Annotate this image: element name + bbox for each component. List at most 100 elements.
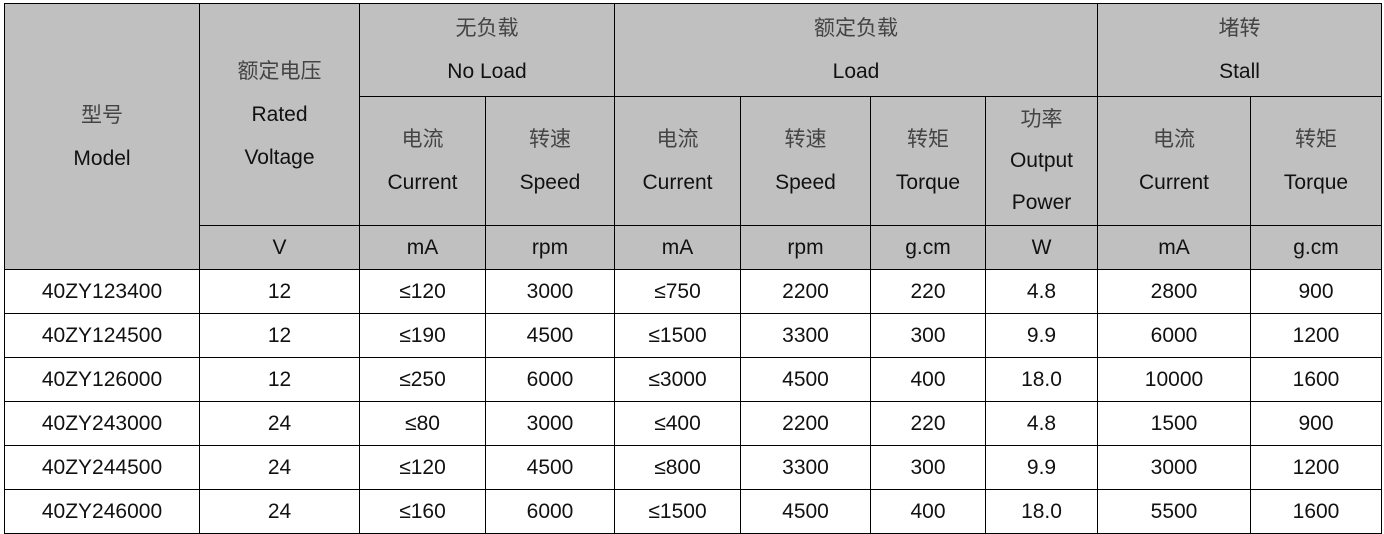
table-cell: 1200 xyxy=(1250,313,1382,358)
subheader-0: 电流 Current xyxy=(359,96,486,226)
table-cell: 4.8 xyxy=(985,269,1098,314)
label-en: Model xyxy=(73,146,131,170)
table-cell: ≤800 xyxy=(614,445,741,490)
label-zh: 堵转 xyxy=(1218,16,1261,40)
subheader-3: 转速 Speed xyxy=(740,96,871,226)
table-cell: ≤1500 xyxy=(614,489,741,534)
table-cell: 9.9 xyxy=(985,445,1098,490)
table-cell: ≤120 xyxy=(359,445,486,490)
table-cell: 6000 xyxy=(485,489,615,534)
label-zh: 电流 xyxy=(656,127,699,151)
label-en: Rated xyxy=(251,103,308,126)
table-cell: ≤750 xyxy=(614,269,741,314)
table-row: 40ZY246000 24 ≤160 6000 ≤1500 4500 400 18.0 5500… xyxy=(4,489,1382,534)
label-en: Load xyxy=(832,60,880,83)
table-cell: 4.8 xyxy=(985,401,1098,446)
label-en: Stall xyxy=(1219,60,1260,83)
table-cell: ≤3000 xyxy=(614,357,741,402)
table-cell: 40ZY126000 xyxy=(4,357,200,402)
header-stall: 堵转 Stall xyxy=(1097,3,1382,97)
unit-cell: mA xyxy=(1097,225,1251,270)
unit-cell: g.cm xyxy=(1250,225,1382,270)
label-en: Current xyxy=(387,171,458,194)
table-cell: ≤120 xyxy=(359,269,486,314)
label-zh: 额定电压 xyxy=(237,59,322,83)
table-cell: 4500 xyxy=(485,445,615,490)
table-cell: 5500 xyxy=(1097,489,1251,534)
header-load: 额定负载 Load xyxy=(614,3,1098,97)
subheader-6: 电流 Current xyxy=(1097,96,1251,226)
table-cell: 40ZY124500 xyxy=(4,313,200,358)
table-cell: 3000 xyxy=(1097,445,1251,490)
label-en: Speed xyxy=(519,171,581,194)
table-cell: 4500 xyxy=(740,357,871,402)
table-cell: 18.0 xyxy=(985,357,1098,402)
label-zh: 无负载 xyxy=(455,16,519,40)
table-cell: 900 xyxy=(1250,269,1382,314)
table-cell: 9.9 xyxy=(985,313,1098,358)
label-en: No Load xyxy=(447,60,527,83)
table-cell: 6000 xyxy=(485,357,615,402)
label-en: Current xyxy=(1138,171,1210,194)
table-cell: 40ZY246000 xyxy=(4,489,200,534)
table-cell: ≤190 xyxy=(359,313,486,358)
table-cell: 3300 xyxy=(740,445,871,490)
table-cell: 300 xyxy=(870,445,986,490)
label-zh: 电流 xyxy=(401,127,444,151)
unit-voltage: V xyxy=(199,225,360,270)
unit-cell: W xyxy=(985,225,1098,270)
table-cell: 900 xyxy=(1250,401,1382,446)
unit-cell: mA xyxy=(359,225,486,270)
table-row: 40ZY126000 12 ≤250 6000 ≤3000 4500 400 18.0 1000… xyxy=(4,357,1382,402)
table-cell: ≤1500 xyxy=(614,313,741,358)
label-zh: 型号 xyxy=(81,102,123,127)
label-zh: 额定负载 xyxy=(814,16,898,40)
label-zh: 电流 xyxy=(1153,127,1195,151)
label-en: Torque xyxy=(1283,171,1349,194)
table-cell: 24 xyxy=(199,489,360,534)
table-cell: 1600 xyxy=(1250,357,1382,402)
table-cell: ≤250 xyxy=(359,357,486,402)
label-en: Current xyxy=(642,171,713,194)
label-zh: 转速 xyxy=(784,127,827,151)
unit-cell: mA xyxy=(614,225,741,270)
table-cell: 24 xyxy=(199,445,360,490)
table-cell: 12 xyxy=(199,313,360,358)
unit-cell: rpm xyxy=(740,225,871,270)
table-cell: 18.0 xyxy=(985,489,1098,534)
subheader-4: 转矩 Torque xyxy=(870,96,986,226)
table-cell: 220 xyxy=(870,269,986,314)
table-cell: ≤160 xyxy=(359,489,486,534)
table-cell: 4500 xyxy=(485,313,615,358)
table-cell: ≤80 xyxy=(359,401,486,446)
table-cell: 1500 xyxy=(1097,401,1251,446)
header-model: 型号 Model xyxy=(4,3,200,270)
table-cell: 220 xyxy=(870,401,986,446)
table-cell: 400 xyxy=(870,489,986,534)
table-cell: 1600 xyxy=(1250,489,1382,534)
table-cell: 12 xyxy=(199,269,360,314)
label-en: Power xyxy=(1011,191,1072,214)
label-zh: 转矩 xyxy=(907,127,949,151)
subheader-1: 转速 Speed xyxy=(485,96,615,226)
table-cell: 2800 xyxy=(1097,269,1251,314)
table-cell: 3000 xyxy=(485,269,615,314)
table-cell: 400 xyxy=(870,357,986,402)
table-cell: 40ZY243000 xyxy=(4,401,200,446)
label-en: Output xyxy=(1009,149,1074,172)
label-en: Torque xyxy=(895,171,961,194)
label-zh: 转速 xyxy=(529,127,571,151)
label-zh: 转矩 xyxy=(1295,127,1337,151)
header-no-load: 无负载 No Load xyxy=(359,3,615,97)
table-cell: 2200 xyxy=(740,401,871,446)
subheader-5: 功率 Output Power xyxy=(985,96,1098,226)
table-cell: 12 xyxy=(199,357,360,402)
table-cell: 3300 xyxy=(740,313,871,358)
header-voltage: 额定电压 Rated Voltage xyxy=(199,3,360,226)
table-row: 40ZY244500 24 ≤120 4500 ≤800 3300 300 9.9 3000 12… xyxy=(4,445,1382,490)
table-row: 40ZY243000 24 ≤80 3000 ≤400 2200 220 4.8 1500 900 xyxy=(4,401,1382,446)
table-cell: 10000 xyxy=(1097,357,1251,402)
table-cell: 40ZY244500 xyxy=(4,445,200,490)
label-zh: 功率 xyxy=(1020,107,1063,131)
subheader-7: 转矩 Torque xyxy=(1250,96,1382,226)
